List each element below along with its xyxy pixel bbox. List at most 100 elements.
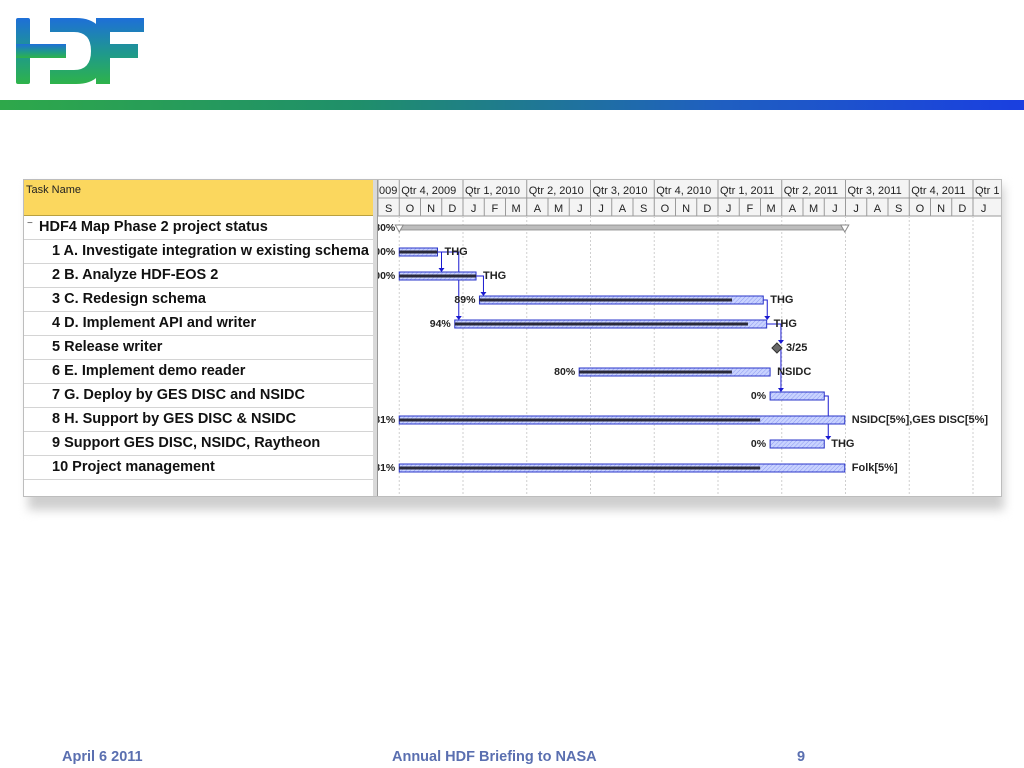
task-name: 3 C. Redesign schema [52,291,206,307]
progress-bar [454,322,748,326]
dependency-link [763,299,768,317]
percent-label: 100% [378,270,396,282]
task-row[interactable]: 7 G. Deploy by GES DISC and NSIDC [24,384,373,408]
summary-end-cap [839,224,850,234]
dependency-arrow [455,316,462,320]
progress-bar [399,418,761,422]
dependency-arrow [777,388,784,392]
task-name: 5 Release writer [52,339,163,355]
footer-date: April 6 2011 [62,749,143,765]
quarter-tick-label: Qtr 2, 2010 [529,185,584,197]
month-tick-label: J [598,203,604,215]
month-tick-label: J [853,203,859,215]
percent-label: 81% [378,462,396,474]
dependency-arrow [764,316,771,320]
month-tick-label: O [406,203,415,215]
pane-splitter[interactable] [373,180,378,496]
percent-label: 89% [454,294,476,306]
quarter-tick-label: Qtr 1 [975,185,999,197]
summary-bar [398,224,846,231]
month-tick-label: N [682,203,690,215]
month-tick-label: M [809,203,818,215]
month-tick-label: S [895,203,902,215]
task-bar [769,439,825,449]
task-name: 1 A. Investigate integration w existing … [52,243,369,259]
timeline-area: S O N D J F M A M J J A S O N D J F M A M J J A S O N D J 009 Qtr 4, 2… [368,180,1001,496]
summary-end-cap [394,224,405,234]
resource-label: THG [483,270,506,282]
percent-label: 0% [751,390,767,402]
progress-bar [579,370,732,374]
percent-label: 81% [378,414,396,426]
resource-label: THG [774,318,797,330]
collapse-icon[interactable]: − [27,218,33,229]
resource-label: THG [831,438,854,450]
progress-bar [399,466,761,470]
dependency-link [437,251,460,317]
month-tick-label: D [958,203,966,215]
task-name: HDF4 Map Phase 2 project status [39,219,268,235]
resource-label: THG [770,294,793,306]
task-row[interactable]: 10 Project management [24,456,373,480]
task-row[interactable]: 6 E. Implement demo reader [24,360,373,384]
percent-label: 80% [554,366,576,378]
month-tick-label: M [512,203,521,215]
month-tick-label: J [832,203,838,215]
dependency-link [766,323,782,341]
resource-label: 3/25 [786,342,807,354]
dependency-link [437,251,442,269]
task-name-header[interactable]: Task Name [24,180,373,216]
task-row[interactable]: 4 D. Implement API and writer [24,312,373,336]
month-tick-label: A [619,203,627,215]
quarter-tick-label: Qtr 1, 2011 [720,185,774,197]
task-row[interactable]: − HDF4 Map Phase 2 project status [24,216,373,240]
task-name: 9 Support GES DISC, NSIDC, Raytheon [52,435,321,451]
task-row[interactable]: 8 H. Support by GES DISC & NSIDC [24,408,373,432]
percent-label: 0% [751,438,767,450]
month-tick-label: F [747,203,754,215]
month-tick-label: O [661,203,670,215]
quarter-tick-label: Qtr 2, 2011 [784,185,838,197]
footer-page-number: 9 [797,749,806,765]
task-name: 8 H. Support by GES DISC & NSIDC [52,411,297,427]
month-tick-label: S [385,203,392,215]
task-name: 6 E. Implement demo reader [52,363,246,379]
dependency-link [476,275,484,293]
progress-bar [479,298,733,302]
task-name: 2 B. Analyze HDF-EOS 2 [52,267,219,283]
task-row[interactable]: 2 B. Analyze HDF-EOS 2 [24,264,373,288]
percent-label: 100% [378,246,396,258]
month-tick-label: S [640,203,647,215]
task-bar [769,391,825,401]
resource-label: Folk[5%] [852,462,898,474]
percent-label: 80% [378,222,396,234]
percent-label: 94% [430,318,452,330]
task-name: 10 Project management [52,459,215,475]
month-tick-label: D [448,203,456,215]
header-rule [0,100,1024,110]
resource-label: THG [445,246,468,258]
dependency-arrow [825,436,832,440]
month-tick-label: A [874,203,882,215]
task-name-column: Task Name − HDF4 Map Phase 2 project sta… [24,180,374,496]
month-tick-label: M [554,203,563,215]
task-row[interactable]: 1 A. Investigate integration w existing … [24,240,373,264]
quarter-tick-label: Qtr 1, 2010 [465,185,520,197]
resource-label: NSIDC[5%],GES DISC[5%] [852,414,989,426]
task-row[interactable]: 5 Release writer [24,336,373,360]
month-tick-label: N [427,203,435,215]
resource-label: NSIDC [777,366,811,378]
task-row[interactable]: 3 C. Redesign schema [24,288,373,312]
quarter-tick-label: Qtr 4, 2011 [911,185,965,197]
month-tick-label: D [703,203,711,215]
month-tick-label: J [981,203,987,215]
month-tick-label: J [471,203,477,215]
month-tick-label: N [937,203,945,215]
quarter-tick-label: Qtr 4, 2010 [656,185,711,197]
quarter-tick-label: Qtr 3, 2011 [848,185,902,197]
task-name: 4 D. Implement API and writer [52,315,257,331]
task-row[interactable]: 9 Support GES DISC, NSIDC, Raytheon [24,432,373,456]
month-tick-label: O [916,203,925,215]
month-tick-label: J [726,203,732,215]
hdf-logo [14,14,146,93]
